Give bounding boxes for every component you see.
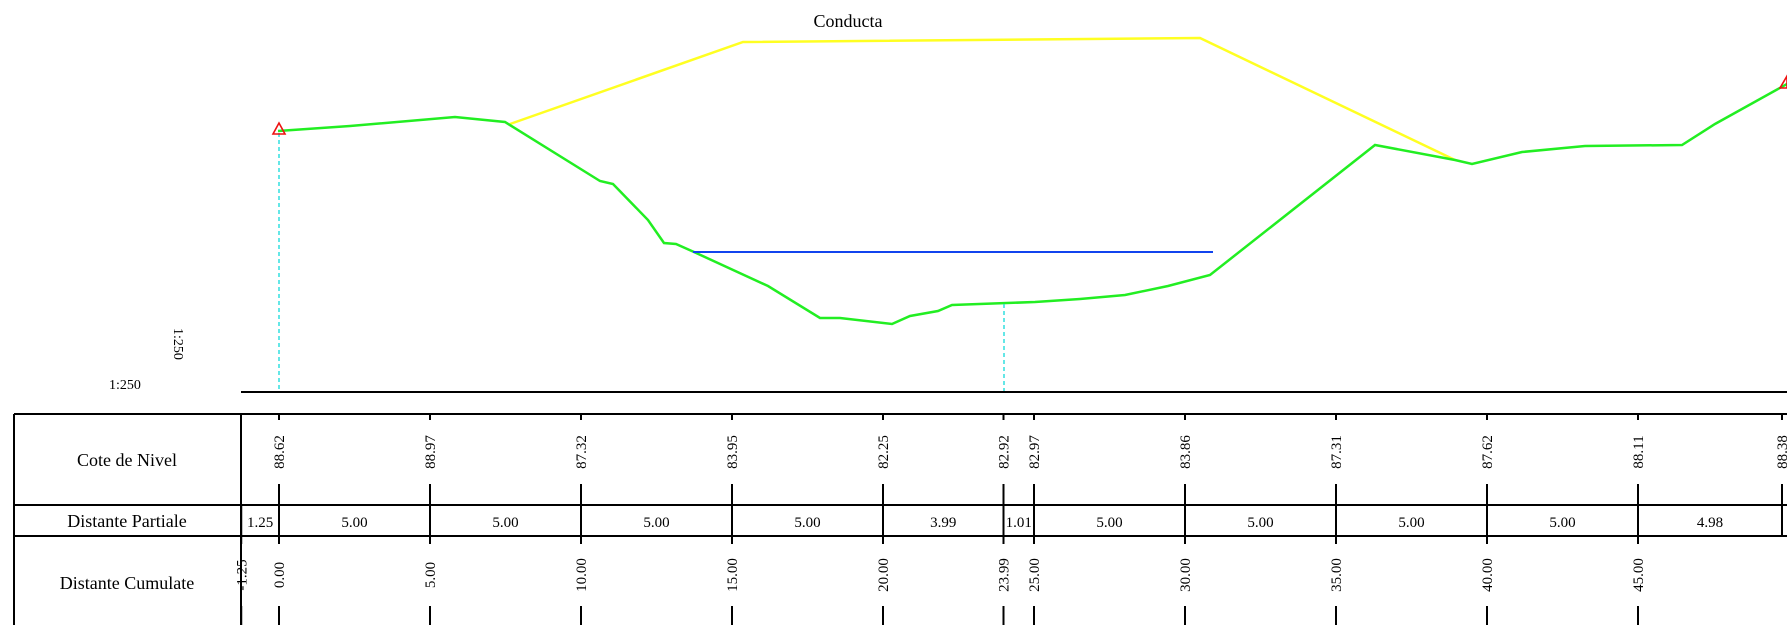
cumulative-label: 15.00 <box>725 558 741 592</box>
cumulative-label: 40.00 <box>1480 558 1496 592</box>
profile-title: Conducta <box>814 11 883 31</box>
partial-distance-label: 5.00 <box>643 515 669 531</box>
row-label-distante-partiale: Distante Partiale <box>67 511 186 531</box>
elevation-label: 87.31 <box>1329 435 1345 469</box>
row-label-cote-de-nivel: Cote de Nivel <box>77 450 177 470</box>
cumulative-label: 30.00 <box>1178 558 1194 592</box>
partial-distance-label: 5.00 <box>1096 515 1122 531</box>
cumulative-label: 45.00 <box>1631 558 1647 592</box>
partial-distance-label: 5.00 <box>1398 515 1424 531</box>
partial-distance-label: 3.99 <box>930 515 956 531</box>
cumulative-label: 0.00 <box>272 562 288 588</box>
terrain-line <box>277 82 1787 326</box>
profile-table <box>13 413 1787 625</box>
elevation-label: 88.62 <box>272 435 288 469</box>
cumulative-label: 35.00 <box>1329 558 1345 592</box>
partial-distance-label: 5.00 <box>492 515 518 531</box>
cumulative-label: 25.00 <box>1027 558 1043 592</box>
partial-distance-label: 5.00 <box>794 515 820 531</box>
vertical-scale-label: 1:250 <box>170 328 185 360</box>
cumulative-label: 23.99 <box>996 558 1012 592</box>
elevation-label: 82.25 <box>876 435 892 469</box>
elevation-label: 88.97 <box>423 435 439 469</box>
survey-point-triangle-end <box>1778 74 1787 89</box>
elevation-label: 87.32 <box>574 435 590 469</box>
elevation-label: 87.62 <box>1480 435 1496 469</box>
pipe-line <box>509 36 1456 162</box>
survey-point-triangle-start <box>271 121 287 135</box>
elevation-label: 88.38 <box>1775 435 1787 469</box>
profile-lines <box>271 36 1787 392</box>
partial-distance-label: 4.98 <box>1697 515 1723 531</box>
elevation-label: 83.95 <box>725 435 741 469</box>
partial-distance-label: 5.00 <box>341 515 367 531</box>
horizontal-scale-label: 1:250 <box>109 378 141 393</box>
partial-distance-label: 1.01 <box>1006 515 1032 531</box>
cumulative-label: 20.00 <box>876 558 892 592</box>
station-columns: -1.25 88.62 0.00 88.97 5.00 87.32 10.00 83.95 15… <box>234 414 1787 625</box>
elevation-label: 82.97 <box>1027 435 1043 469</box>
elevation-label: 82.92 <box>996 435 1012 469</box>
cumulative-label: -1.25 <box>234 559 250 590</box>
elevation-label: 83.86 <box>1178 435 1194 469</box>
cumulative-label: 5.00 <box>423 562 439 588</box>
partial-distance-label: 5.00 <box>1247 515 1273 531</box>
elevation-label: 88.11 <box>1631 435 1647 468</box>
cumulative-label: 10.00 <box>574 558 590 592</box>
row-label-distante-cumulate: Distante Cumulate <box>60 573 194 593</box>
partial-distance-label: 5.00 <box>1549 515 1575 531</box>
partial-distance-label: 1.25 <box>247 515 273 531</box>
